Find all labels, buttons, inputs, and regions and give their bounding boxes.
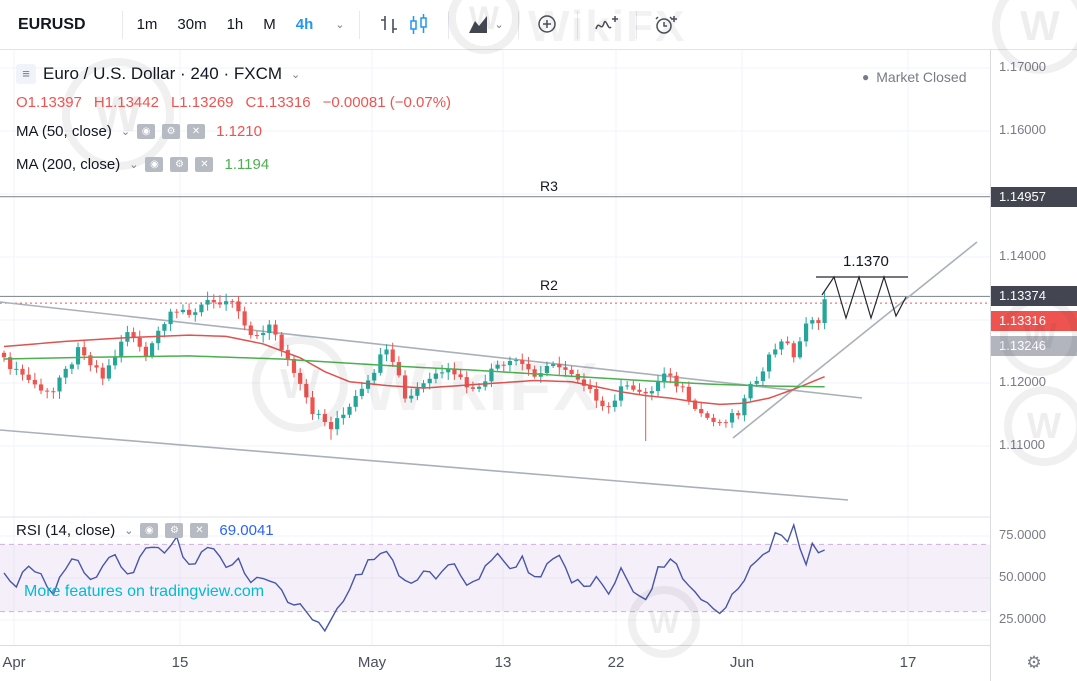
close-icon[interactable]: ✕ [187, 124, 206, 139]
series-legend[interactable]: ≡ Euro / U.S. Dollar · 240 · FXCM ⌄ [16, 64, 300, 84]
time-axis-label: Jun [729, 654, 755, 671]
time-axis-label: 22 [607, 654, 625, 671]
symbol-name[interactable]: EURUSD [18, 15, 86, 33]
ma50-legend[interactable]: MA (50, close) ⌄ ◉ ⚙ ✕ 1.1210 [16, 123, 262, 140]
chevron-down-icon[interactable]: ⌄ [129, 159, 139, 171]
time-axis-label: 17 [899, 654, 917, 671]
toolbar-separator [358, 10, 360, 39]
toolbar-separator [517, 10, 519, 39]
toolbar-separator [447, 10, 449, 39]
close-icon[interactable]: ✕ [195, 157, 214, 172]
ma50-value: 1.1210 [216, 123, 262, 140]
price-badge: 1.14957 [991, 187, 1077, 207]
rsi-label[interactable]: RSI (14, close) [16, 522, 116, 539]
settings-icon[interactable]: ⚙ [165, 523, 184, 538]
chevron-down-icon[interactable]: ⌄ [291, 68, 301, 81]
eye-icon[interactable]: ◉ [140, 523, 159, 538]
gear-icon[interactable]: ⚙ [1026, 653, 1042, 672]
ma200-legend[interactable]: MA (200, close) ⌄ ◉ ⚙ ✕ 1.1194 [16, 156, 269, 173]
timeframe-1h[interactable]: 1h [226, 16, 244, 33]
timeframe-4h[interactable]: 4h [295, 16, 314, 33]
series-title[interactable]: Euro / U.S. Dollar · 240 · FXCM [43, 64, 283, 83]
candles-style-icon[interactable] [404, 13, 434, 37]
time-axis-label: Apr [2, 654, 26, 671]
time-axis-label: 13 [494, 654, 512, 671]
alert-icon[interactable] [651, 13, 681, 37]
rsi-axis-label: 50.0000 [999, 569, 1046, 584]
interval-dropdown-chevron-icon[interactable]: ⌄ [335, 19, 345, 31]
toolbar-separator [121, 10, 123, 39]
rsi-value: 69.0041 [219, 522, 274, 539]
rsi-axis-label: 75.0000 [999, 527, 1046, 542]
ma200-label[interactable]: MA (200, close) [16, 156, 121, 173]
close-icon[interactable]: ✕ [190, 523, 209, 538]
toolbar-separator [576, 10, 578, 39]
style-dropdown-chevron-icon[interactable]: ⌄ [494, 19, 504, 31]
settings-icon[interactable]: ⚙ [170, 157, 189, 172]
rsi-axis-label: 25.0000 [999, 611, 1046, 626]
axis-settings-corner[interactable]: ⚙ [990, 645, 1077, 681]
area-style-icon[interactable] [463, 13, 493, 37]
chevron-down-icon[interactable]: ⌄ [120, 126, 131, 138]
tradingview-promo-link[interactable]: More features on tradingview.com [24, 583, 265, 600]
price-badge: 1.13246 [991, 336, 1077, 356]
price-badge: 1.13316 [991, 311, 1077, 331]
price-axis-label: 1.14000 [999, 248, 1046, 263]
ma200-value: 1.1194 [224, 156, 270, 173]
eye-icon[interactable]: ◉ [137, 124, 156, 139]
compare-icon[interactable] [533, 13, 563, 37]
settings-icon[interactable]: ⚙ [162, 124, 181, 139]
time-axis[interactable]: Apr 15 May 13 22 Jun 17 [0, 645, 1077, 681]
timeframe-M[interactable]: M [263, 16, 276, 33]
eye-icon[interactable]: ◉ [145, 157, 164, 172]
bars-style-icon[interactable] [374, 13, 404, 37]
timeframe-group: 1m 30m 1h M 4h ⌄ [137, 16, 345, 33]
timeframe-30m[interactable]: 30m [177, 16, 207, 33]
toolbar-separator [635, 10, 637, 39]
price-axis[interactable]: 1.17000 1.16000 1.14000 1.12000 1.11000 1.149… [990, 50, 1077, 645]
time-axis-label: 15 [171, 654, 189, 671]
menu-icon[interactable]: ≡ [16, 64, 36, 84]
timeframe-1m[interactable]: 1m [136, 16, 158, 33]
price-axis-label: 1.17000 [999, 59, 1046, 74]
indicators-icon[interactable] [592, 13, 622, 37]
price-axis-label: 1.12000 [999, 374, 1046, 389]
price-axis-label: 1.16000 [999, 122, 1046, 137]
ma50-label[interactable]: MA (50, close) [16, 123, 112, 140]
price-badge: 1.13374 [991, 286, 1077, 306]
time-axis-label: May [357, 654, 387, 671]
top-toolbar: EURUSD 1m 30m 1h M 4h ⌄ ⌄ [0, 0, 1077, 50]
price-axis-label: 1.11000 [999, 437, 1046, 452]
chevron-down-icon[interactable]: ⌄ [124, 525, 134, 537]
rsi-legend[interactable]: RSI (14, close) ⌄ ◉ ⚙ ✕ 69.0041 [16, 522, 274, 539]
